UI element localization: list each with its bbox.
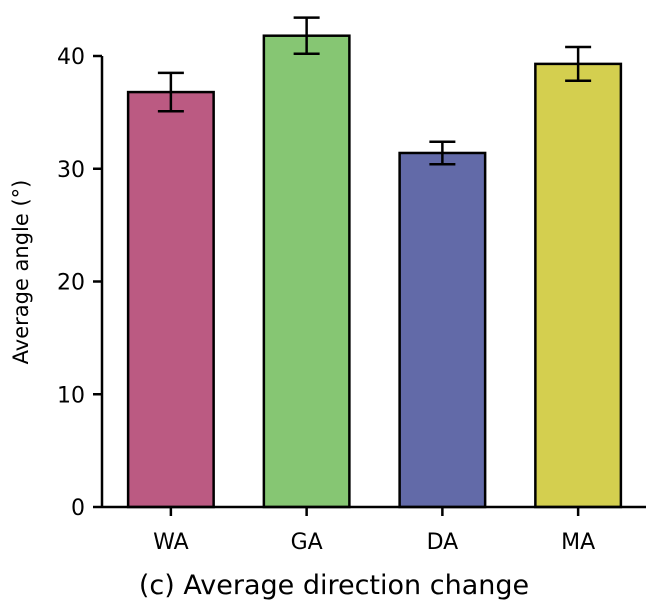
- y-tick-label: 40: [57, 45, 85, 70]
- figure-caption: (c) Average direction change: [139, 570, 529, 601]
- x-tick-label-wa: WA: [153, 530, 189, 555]
- x-ticks: WA GA DA MA: [153, 507, 595, 555]
- error-bar-ma: [565, 45, 592, 83]
- y-tick-label: 0: [71, 496, 85, 521]
- y-tick-label: 20: [57, 271, 85, 296]
- error-bar-ga: [293, 16, 320, 55]
- error-bar-wa: [157, 71, 184, 113]
- y-axis-title: Average angle (°): [9, 180, 33, 365]
- bar-wa: [126, 90, 215, 509]
- bar-da: [398, 151, 487, 509]
- y-ticks: 0 10 20 30 40: [57, 45, 102, 521]
- x-tick-label-ma: MA: [561, 530, 595, 555]
- x-tick-label-da: DA: [427, 530, 459, 555]
- bars-layer: [126, 34, 623, 509]
- y-tick-label: 10: [57, 383, 85, 408]
- bar-ma: [534, 62, 623, 509]
- error-bars-layer: [157, 16, 592, 166]
- error-bar-da: [429, 140, 456, 166]
- y-tick-label: 30: [57, 158, 85, 183]
- x-tick-label-ga: GA: [291, 530, 323, 555]
- bar-ga: [262, 34, 351, 509]
